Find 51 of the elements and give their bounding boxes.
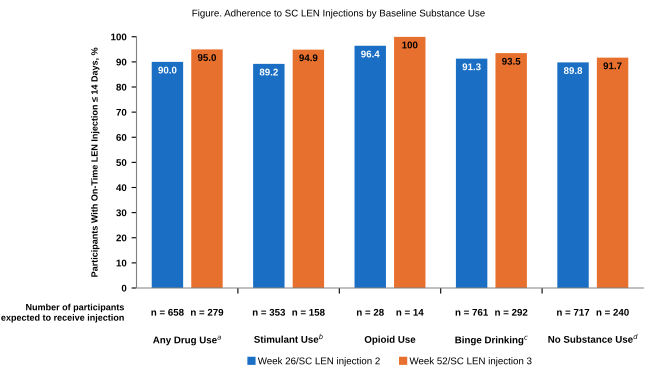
bar: [394, 36, 426, 288]
text: n = 717: [557, 308, 590, 316]
legend-label: Week 52/SC LEN injection 3: [409, 357, 532, 366]
data-label: 96.4: [361, 50, 380, 58]
x-tick-label: Stimulant Use$^{b}$: [254, 334, 323, 343]
bar: [191, 49, 223, 288]
text: n = 292: [495, 308, 528, 316]
x-tick-label: No Substance Use$^{d}$: [548, 334, 638, 343]
y-tick-label: 20: [116, 234, 126, 242]
y-tick-label: 70: [116, 108, 126, 116]
y-tick-label: 0: [122, 284, 126, 292]
data-label: 100: [402, 42, 418, 48]
data-label: 91.7: [603, 62, 622, 70]
bar: [557, 62, 589, 288]
y-tick-label: 50: [116, 159, 126, 166]
data-label: 94.9: [299, 54, 318, 62]
bar: [253, 64, 285, 288]
data-label: 89.2: [260, 68, 278, 76]
data-label: 95.0: [198, 54, 216, 61]
bar: [456, 58, 488, 288]
text: n = 279: [190, 308, 224, 316]
x-tick-label: Opioid Use: [364, 336, 416, 345]
bar: [292, 50, 324, 288]
text: n = 240: [596, 308, 629, 316]
y-tick-label: 90: [116, 58, 126, 66]
x-tick-label: Binge Drinking$^{c}$: [455, 336, 528, 346]
text: n = 158: [292, 308, 325, 316]
bar: [152, 62, 184, 288]
bar: [495, 53, 527, 288]
chart-title: Figure. Adherence to SC LEN Injections by Baseline Substance Use: [192, 9, 485, 18]
y-tick-label: 40: [116, 184, 126, 192]
text: n = 353: [252, 308, 286, 316]
data-label: 90.0: [158, 66, 176, 74]
y-tick-label: 80: [116, 84, 126, 91]
x-tick-label: Any Drug Use$^{a}$: [153, 336, 221, 346]
text: n = 28: [356, 308, 384, 316]
text: n = 658: [151, 308, 184, 316]
y-tick-label: 60: [116, 134, 126, 141]
bar: [354, 46, 386, 288]
y-tick-label: 100: [111, 33, 126, 40]
text: Number of participants expected to receive injection: [1, 304, 124, 323]
bar: [596, 58, 628, 288]
data-label: 93.5: [502, 58, 520, 65]
legend-label: Week 26/SC LEN injection 2: [258, 357, 380, 366]
text: n = 14: [396, 308, 424, 316]
y-axis-title: Participants With On-Time LEN Injection ≤ 14 Days, %: [91, 48, 100, 277]
text: n = 761: [456, 308, 488, 316]
data-label: 89.8: [564, 67, 582, 74]
y-tick-label: 10: [116, 260, 126, 266]
y-tick-label: 30: [116, 209, 126, 216]
data-label: 91.3: [462, 63, 481, 70]
